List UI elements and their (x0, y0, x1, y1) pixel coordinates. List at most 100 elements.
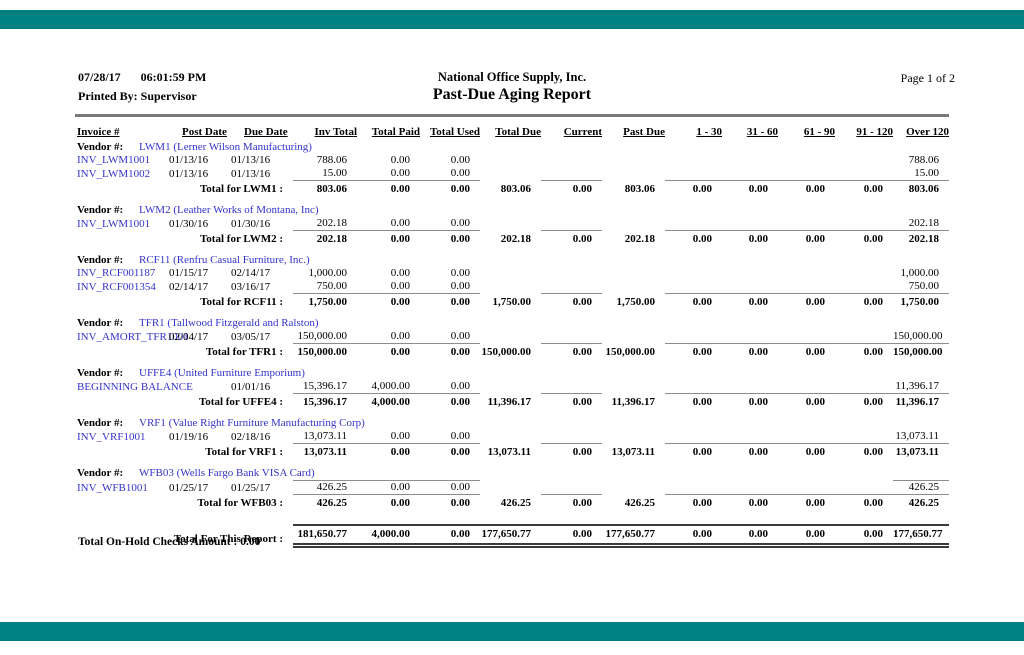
vendor-total-label: Total for LWM2 : (199, 233, 283, 245)
post-date-cell: 01/25/17 (169, 481, 209, 494)
vendor-total-b31-60: 0.00 (722, 393, 778, 411)
vendor-total-total-due: 803.06 (500, 183, 531, 195)
amount-cell-inv-total: 788.06 (316, 154, 347, 166)
vendor-name-link[interactable]: TFR1 (Tallwood Fitzgerald and Ralston) (139, 317, 319, 329)
vendor-total-current: 0.00 (541, 180, 602, 198)
vendor-total-b61-90: 0.00 (778, 180, 835, 198)
amount-cell-over-120: 202.18 (908, 217, 939, 229)
vendor-row: Vendor #: VRF1 (Value Right Furniture Man… (75, 411, 949, 430)
vendor-total-past-due: 202.18 (624, 233, 655, 245)
company-name: National Office Supply, Inc. (437, 70, 587, 84)
vendor-total-total-due: 150,000.00 (481, 346, 532, 358)
amount-cell-total-used: 0.00 (450, 380, 470, 392)
vendor-total-b91-120: 0.00 (835, 393, 893, 411)
report-total-b91-120: 0.00 (835, 524, 893, 548)
vendor-total-b31-60: 0.00 (722, 343, 778, 361)
vendor-name-link[interactable]: LWM2 (Leather Works of Montana, Inc) (139, 204, 319, 216)
vendor-total-row: Total for LWM2 :202.18 0.00 0.00 202.18 0.00… (75, 230, 949, 248)
vendor-number-label: Vendor #: (77, 254, 124, 266)
invoice-number-link[interactable]: INV_RCF001187 (77, 267, 156, 279)
amount-cell-b91-120 (835, 267, 893, 280)
vendor-row: Vendor #: WFB03 (Wells Fargo Bank VISA Ca… (75, 461, 949, 481)
amount-cell-total-due (480, 280, 541, 294)
amount-cell-total-paid: 0.00 (390, 267, 410, 279)
vendor-total-current: 0.00 (541, 494, 602, 512)
due-date-cell: 02/14/17 (231, 267, 271, 279)
vendor-total-b61-90: 0.00 (778, 293, 835, 311)
due-date-cell: 03/05/17 (231, 330, 271, 343)
invoice-number-link[interactable]: INV_RCF001354 (77, 280, 156, 293)
vendor-name-link[interactable]: WFB03 (Wells Fargo Bank VISA Card) (139, 467, 315, 479)
invoice-row: BEGINNING BALANCE 01/01/16 15,396.17 4,000.… (75, 380, 949, 394)
amount-cell-b1-30 (665, 267, 722, 280)
vendor-total-b91-120: 0.00 (835, 494, 893, 512)
column-header-current: Current (563, 126, 602, 138)
vendor-total-past-due: 803.06 (624, 183, 655, 195)
vendor-cell: Vendor #: LWM1 (Lerner Wilson Manufacturi… (75, 141, 949, 154)
post-date-cell: 01/13/16 (169, 154, 209, 166)
vendor-total-current: 0.00 (541, 230, 602, 248)
vendor-total-total-paid: 4,000.00 (357, 393, 420, 411)
amount-cell-past-due (602, 430, 665, 444)
vendor-total-current: 0.00 (541, 343, 602, 361)
vendor-total-row: Total for WFB03 :426.25 0.00 0.00 426.25 0.0… (75, 494, 949, 512)
vendor-total-inv-total: 803.06 (293, 180, 357, 198)
vendor-number-label: Vendor #: (77, 141, 124, 153)
amount-cell-b1-30 (665, 380, 722, 394)
report-total-inv-total: 181,650.77 (293, 524, 357, 548)
invoice-number-link[interactable]: INV_VRF1001 (77, 430, 146, 443)
vendor-total-b91-120: 0.00 (835, 293, 893, 311)
vendor-total-label: Total for WFB03 : (197, 497, 283, 509)
amount-cell-b1-30 (665, 481, 722, 495)
amount-cell-inv-total: 750.00 (316, 280, 347, 292)
amount-cell-b1-30 (665, 167, 722, 181)
amount-cell-current (541, 154, 602, 167)
amount-cell-total-used: 0.00 (450, 330, 470, 342)
post-date-cell: 01/30/16 (169, 217, 209, 230)
amount-cell-total-used: 0.00 (450, 154, 470, 166)
invoice-number-link[interactable]: INV_WFB1001 (77, 481, 148, 494)
vendor-total-label: Total for LWM1 : (199, 183, 283, 195)
invoice-number-link[interactable]: INV_LWM1002 (77, 167, 151, 180)
vendor-number-label: Vendor #: (77, 367, 124, 379)
report-header-center: National Office Supply, Inc. Past-Due Ag… (0, 70, 1024, 106)
vendor-total-past-due: 13,073.11 (611, 446, 655, 458)
amount-cell-b1-30 (665, 430, 722, 444)
amount-cell-total-due (480, 167, 541, 181)
invoice-number-link[interactable]: INV_AMORT_TFR1001 (77, 330, 189, 343)
vendor-total-total-used: 0.00 (420, 293, 480, 311)
amount-cell-over-120: 13,073.11 (895, 430, 939, 442)
vendor-total-row: Total for TFR1 :150,000.00 0.00 0.00 150,00… (75, 343, 949, 361)
post-date-cell: 01/13/16 (169, 167, 209, 180)
amount-cell-total-due (480, 330, 541, 344)
vendor-total-b1-30: 0.00 (665, 443, 722, 461)
vendor-total-current: 0.00 (541, 393, 602, 411)
amount-cell-b61-90 (778, 330, 835, 344)
invoice-number-link[interactable]: INV_LWM1001 (77, 217, 151, 230)
vendor-total-total-paid: 0.00 (357, 180, 420, 198)
vendor-total-inv-total: 426.25 (293, 494, 357, 512)
amount-cell-b1-30 (665, 217, 722, 231)
vendor-total-total-used: 0.00 (420, 230, 480, 248)
spacer-row (75, 512, 949, 525)
amount-cell-over-120: 15.00 (914, 167, 939, 179)
invoice-number-link[interactable]: INV_LWM1001 (77, 154, 151, 166)
amount-cell-total-paid: 4,000.00 (371, 380, 411, 392)
amount-cell-b61-90 (778, 430, 835, 444)
vendor-total-b61-90: 0.00 (778, 443, 835, 461)
amount-cell-b91-120 (835, 481, 893, 495)
teal-bar-top (0, 10, 1024, 29)
amount-cell-total-paid: 0.00 (390, 280, 410, 292)
column-header-past-due: Past Due (623, 126, 665, 138)
vendor-name-link[interactable]: RCF11 (Renfru Casual Furniture, Inc.) (139, 254, 310, 266)
vendor-name-link[interactable]: UFFE4 (United Furniture Emporium) (139, 367, 305, 379)
column-header-over-120: Over 120 (906, 126, 949, 138)
invoice-number-link[interactable]: BEGINNING BALANCE (77, 380, 193, 393)
vendor-name-link[interactable]: VRF1 (Value Right Furniture Manufacturin… (139, 417, 365, 429)
due-date-cell: 01/13/16 (231, 167, 271, 180)
vendor-name-link[interactable]: LWM1 (Lerner Wilson Manufacturing) (139, 141, 312, 153)
amount-cell-past-due (602, 481, 665, 495)
amount-cell-total-due (480, 380, 541, 394)
amount-cell-b91-120 (835, 380, 893, 394)
amount-cell-total-used: 0.00 (450, 167, 470, 179)
